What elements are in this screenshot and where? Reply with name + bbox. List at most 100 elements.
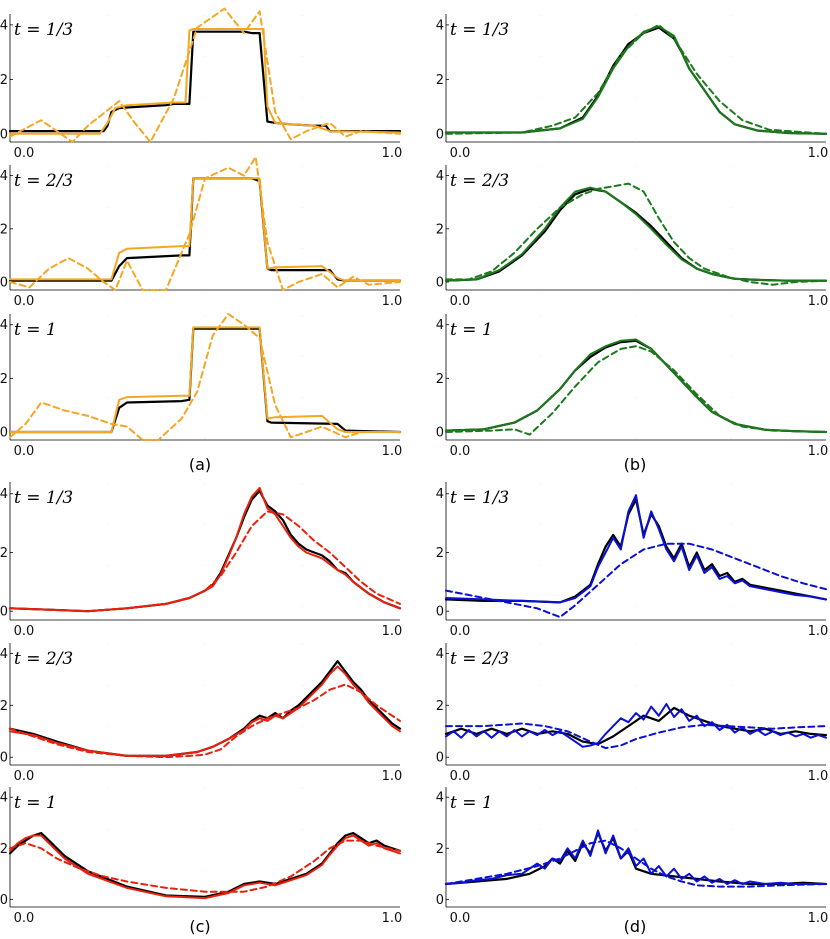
time-label: t = 1/3 (14, 20, 73, 40)
y-tick-label: 2 (436, 73, 444, 88)
caption-a: (a) (189, 455, 211, 474)
dashed-line (445, 345, 827, 436)
solid-line (445, 829, 827, 885)
panel-c-1: 0 2 4 0.0 1.0 t = 1/3 (0, 482, 402, 639)
reference-line (8, 489, 402, 613)
panel-a-2: 0 2 4 0.0 1.0 t = 2/3 (0, 156, 403, 309)
time-label: t = 1 (14, 793, 57, 813)
y-tick-label: 0 (0, 605, 8, 620)
dashed-line (9, 683, 401, 759)
x-tick-label: 1.0 (382, 769, 403, 784)
x-tick-label: 1.0 (808, 444, 829, 459)
x-tick-label: 0.0 (450, 911, 471, 926)
panel-c-3: 0 2 4 0.0 1.0 t = 1 (0, 787, 402, 926)
x-tick-label: 1.0 (382, 444, 403, 459)
x-tick-label: 0.0 (14, 444, 35, 459)
x-tick-label: 1.0 (808, 146, 829, 161)
x-tick-label: 0.0 (450, 146, 471, 161)
solid-line (9, 326, 401, 433)
dashed-line (9, 156, 401, 291)
panel-b-3: 0 2 4 0.0 1.0 t = 1 (436, 314, 829, 459)
x-tick-label: 1.0 (382, 294, 403, 309)
reference-line (8, 831, 402, 898)
dashed-line (9, 7, 401, 143)
solid-line (9, 177, 401, 282)
caption-b: (b) (624, 455, 647, 474)
caption-d: (d) (624, 917, 647, 936)
x-tick-label: 0.0 (450, 294, 471, 309)
solid-line (9, 834, 401, 900)
panel-b-1: 0 2 4 0.0 1.0 t = 1/3 (436, 14, 829, 161)
y-tick-label: 0 (0, 751, 8, 766)
y-tick-label: 0 (436, 127, 444, 142)
reference-line (444, 26, 828, 135)
y-tick-label: 2 (0, 73, 8, 88)
y-tick-label: 2 (436, 222, 444, 237)
y-tick-label: 2 (436, 842, 444, 857)
x-tick-label: 1.0 (808, 294, 829, 309)
y-tick-label: 2 (0, 222, 8, 237)
x-tick-label: 0.0 (450, 769, 471, 784)
solid-line (445, 338, 827, 433)
y-tick-label: 4 (0, 791, 8, 806)
y-tick-label: 0 (0, 276, 8, 291)
reference-line (444, 339, 828, 434)
reference-line (444, 498, 828, 604)
y-tick-label: 2 (0, 699, 8, 714)
x-tick-label: 1.0 (382, 146, 403, 161)
y-tick-label: 0 (0, 893, 8, 908)
captions-layer: (a) (b) (c) (d) (189, 455, 646, 936)
y-tick-label: 0 (436, 893, 444, 908)
panel-a-3: 0 2 4 0.0 1.0 t = 1 (0, 313, 403, 459)
panel-d-3: 0 2 4 0.0 1.0 t = 1 (436, 787, 829, 926)
dashed-line (445, 722, 827, 750)
y-tick-label: 2 (436, 699, 444, 714)
reference-line (8, 30, 402, 133)
y-tick-label: 4 (0, 169, 8, 184)
caption-c: (c) (189, 917, 210, 936)
x-tick-label: 0.0 (14, 911, 35, 926)
y-tick-label: 2 (436, 372, 444, 387)
x-tick-label: 0.0 (14, 146, 35, 161)
time-label: t = 1 (14, 320, 57, 340)
y-tick-label: 0 (0, 425, 8, 440)
y-tick-label: 4 (0, 318, 8, 333)
y-tick-label: 4 (436, 318, 444, 333)
y-tick-label: 0 (436, 276, 444, 291)
y-tick-label: 4 (436, 487, 444, 502)
panel-b-2: 0 2 4 0.0 1.0 t = 2/3 (436, 165, 829, 309)
solid-line (9, 665, 401, 757)
y-tick-label: 4 (0, 18, 8, 33)
time-label: t = 1 (450, 793, 493, 813)
dashed-line (9, 839, 401, 893)
reference-line (8, 660, 402, 757)
y-tick-label: 0 (436, 605, 444, 620)
panel-c-2: 0 2 4 0.0 1.0 t = 2/3 (0, 643, 402, 784)
y-tick-label: 4 (0, 647, 8, 662)
time-label: t = 2/3 (450, 649, 509, 669)
x-tick-label: 1.0 (808, 911, 829, 926)
y-tick-label: 0 (436, 751, 444, 766)
solid-line (445, 494, 827, 604)
solid-line (445, 186, 827, 282)
time-label: t = 1 (450, 320, 493, 340)
dashed-line (445, 23, 827, 135)
dashed-line (445, 182, 827, 286)
time-label: t = 2/3 (450, 171, 509, 191)
reference-line (8, 177, 402, 282)
dashed-line (445, 839, 827, 888)
panel-a-1: 0 2 4 0.0 1.0 t = 1/3 (0, 7, 403, 161)
x-tick-label: 0.0 (14, 624, 35, 639)
y-tick-label: 4 (0, 487, 8, 502)
x-tick-label: 0.0 (14, 294, 35, 309)
y-tick-label: 4 (436, 18, 444, 33)
x-tick-label: 0.0 (14, 769, 35, 784)
panels-layer: 0 2 4 0.0 1.0 t = 1/3 0 2 4 0.0 1.0 t = 2/3 0 2 4 0.0 1.… (0, 7, 829, 926)
time-label: t = 1/3 (450, 488, 509, 508)
solid-line (445, 25, 827, 135)
solid-line (9, 28, 401, 135)
panel-d-1: 0 2 4 0.0 1.0 t = 1/3 (436, 482, 828, 639)
time-label: t = 2/3 (14, 649, 73, 669)
y-tick-label: 2 (0, 842, 8, 857)
time-label: t = 2/3 (14, 171, 73, 191)
